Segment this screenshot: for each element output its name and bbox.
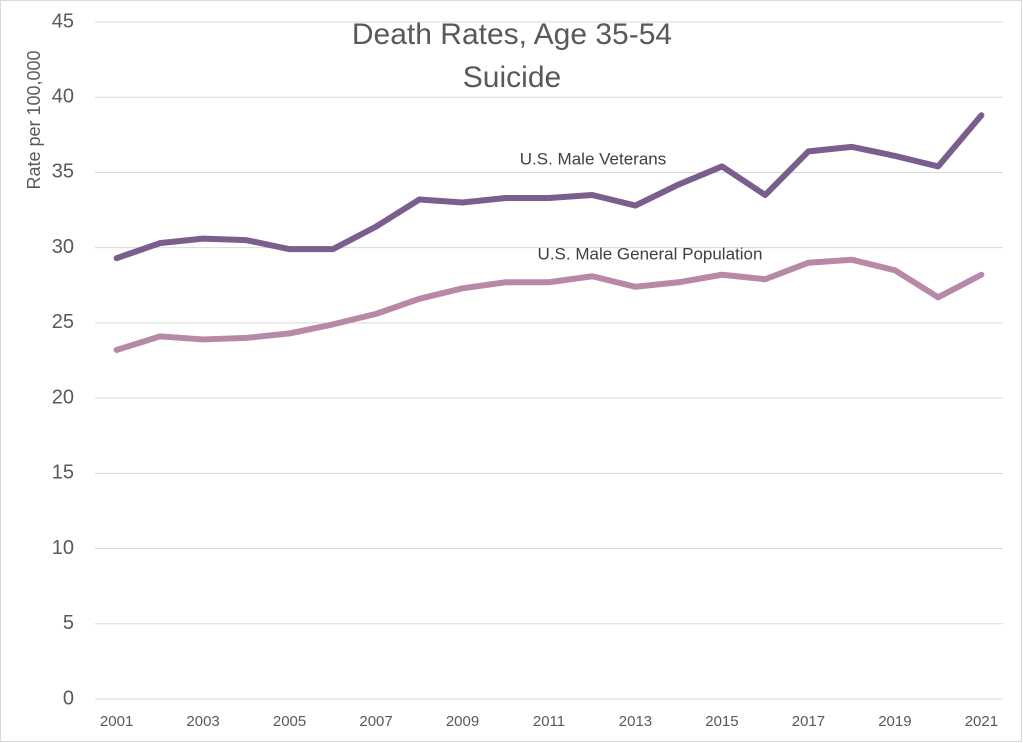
x-tick-label: 2009 xyxy=(446,713,479,730)
x-tick-label: 2005 xyxy=(273,713,306,730)
x-tick-label: 2021 xyxy=(965,713,998,730)
chart-title: Death Rates, Age 35-54 xyxy=(352,18,672,51)
x-tick-label: 2013 xyxy=(619,713,652,730)
y-tick-label: 5 xyxy=(63,612,74,634)
y-axis-label: Rate per 100,000 xyxy=(24,50,44,189)
x-tick-label: 2007 xyxy=(359,713,392,730)
y-tick-label: 10 xyxy=(52,537,74,559)
chart-subtitle: Suicide xyxy=(463,61,561,94)
x-tick-label: 2017 xyxy=(792,713,825,730)
series-line xyxy=(113,256,985,353)
series-label: U.S. Male General Population xyxy=(538,244,763,263)
series-line xyxy=(113,112,985,262)
y-tick-label: 25 xyxy=(52,311,74,333)
y-tick-label: 30 xyxy=(52,236,74,258)
y-tick-label: 15 xyxy=(52,462,74,484)
x-tick-label: 2001 xyxy=(100,713,133,730)
x-tick-label: 2015 xyxy=(705,713,738,730)
y-tick-label: 0 xyxy=(63,687,74,709)
x-tick-label: 2011 xyxy=(533,713,565,730)
y-tick-label: 20 xyxy=(52,386,74,408)
series-label: U.S. Male Veterans xyxy=(520,149,666,168)
x-tick-label: 2003 xyxy=(186,713,219,730)
y-tick-label: 45 xyxy=(52,10,74,32)
y-tick-label: 35 xyxy=(52,161,74,183)
y-tick-label: 40 xyxy=(52,86,74,108)
x-tick-label: 2019 xyxy=(878,713,911,730)
